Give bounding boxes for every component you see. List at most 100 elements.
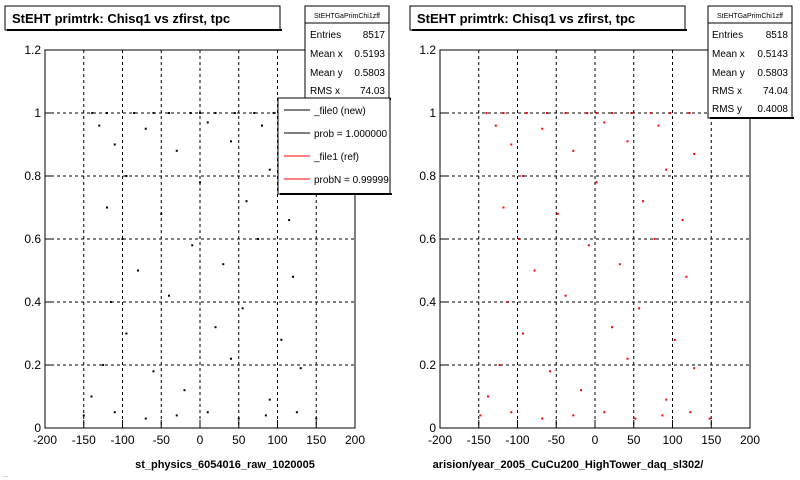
left-point-2 — [133, 112, 136, 114]
right-point-4 — [564, 112, 567, 114]
left-point-9 — [253, 112, 256, 114]
right-point-32 — [618, 263, 621, 266]
left-point-0 — [91, 112, 94, 114]
right-point-53 — [661, 414, 664, 417]
left-stats-value-0: 8517 — [363, 30, 386, 41]
right-stats-name: StEHTGaPrimChi1zff — [717, 13, 783, 20]
right-point-0 — [485, 112, 488, 114]
right-point-19 — [626, 140, 629, 143]
right-point-16 — [657, 124, 660, 127]
left-x-tick-label-3: -50 — [153, 433, 171, 447]
legend-box — [277, 97, 391, 195]
right-point-43 — [693, 367, 696, 370]
left-stats-value-2: 0.5803 — [354, 68, 385, 79]
left-point-37 — [125, 332, 128, 335]
left-point-54 — [295, 411, 298, 414]
right-stats-value-1: 0.5143 — [757, 49, 788, 60]
left-point-27 — [288, 219, 291, 222]
right-x-tick-label-5: 50 — [627, 433, 641, 447]
right-point-18 — [572, 149, 575, 152]
right-point-26 — [642, 200, 645, 203]
legend-label-3: probN = 0.99999 — [314, 175, 389, 186]
right-panel: StEHT primtrk: Chisq1 vs zfirst, tpc -20… — [409, 5, 794, 471]
left-point-29 — [191, 244, 194, 247]
left-point-50 — [175, 414, 178, 417]
right-y-tick-label-5: 1 — [429, 106, 436, 120]
left-stats-label-2: Mean y — [310, 68, 343, 79]
legend-label-0: _file0 (new) — [313, 106, 366, 117]
right-x-tick-label-0: -200 — [428, 433, 452, 447]
left-point-53 — [264, 414, 267, 417]
right-stats-value-2: 0.5803 — [757, 68, 788, 79]
right-point-7 — [611, 112, 614, 114]
footer-text: ... — [3, 473, 8, 479]
left-point-23 — [268, 168, 271, 171]
left-stats-label-0: Entries — [310, 30, 341, 41]
right-y-tick-label-3: 0.6 — [419, 232, 436, 246]
left-x-tick-label-1: -150 — [72, 433, 96, 447]
left-y-tick-label-0: 0 — [34, 421, 41, 435]
left-panel: StEHT primtrk: Chisq1 vs zfirst, tpc -20… — [3, 5, 392, 479]
right-x-tick-label-8: 200 — [740, 433, 760, 447]
right-axes: -200 -150 -100 -50 0 50 100 150 200 0 0.2 0.4 0.6 0.8… — [419, 43, 760, 447]
right-x-tick-label-1: -150 — [467, 433, 491, 447]
left-title: StEHT primtrk: Chisq1 vs zfirst, tpc — [12, 11, 230, 26]
right-point-51 — [603, 411, 606, 414]
left-point-6 — [199, 112, 201, 114]
right-point-47 — [479, 414, 482, 417]
right-point-5 — [586, 112, 589, 114]
right-stats-value-4: 0.4008 — [757, 104, 788, 115]
left-point-38 — [214, 326, 217, 329]
left-point-42 — [230, 357, 232, 360]
left-point-47 — [82, 414, 85, 417]
left-y-tick-label-5: 1 — [34, 106, 41, 120]
left-scatter-points — [82, 112, 318, 420]
left-x-tick-label-7: 150 — [306, 433, 326, 447]
right-y-tick-label-2: 0.4 — [419, 295, 436, 309]
left-point-8 — [233, 112, 236, 114]
legend-entries: _file0 (new) prob = 1.000000 _file1 (ref… — [284, 106, 389, 186]
right-y-tick-label-6: 1.2 — [419, 43, 436, 57]
left-point-49 — [144, 417, 147, 420]
left-point-26 — [245, 200, 248, 203]
right-point-23 — [665, 168, 668, 171]
left-point-22 — [199, 181, 201, 184]
right-point-14 — [541, 127, 544, 130]
left-point-40 — [102, 364, 105, 366]
right-point-46 — [665, 398, 668, 401]
right-x-tick-label-7: 150 — [701, 433, 721, 447]
right-x-tick-label-2: -100 — [505, 433, 529, 447]
right-point-50 — [572, 414, 575, 417]
right-point-1 — [502, 112, 505, 114]
left-point-41 — [152, 370, 155, 373]
right-point-17 — [510, 143, 513, 146]
left-point-30 — [257, 238, 260, 240]
right-point-41 — [549, 370, 552, 373]
right-stats-box — [707, 5, 793, 119]
right-point-49 — [541, 417, 544, 420]
right-title: StEHT primtrk: Chisq1 vs zfirst, tpc — [417, 11, 635, 26]
right-point-9 — [649, 112, 652, 114]
left-point-24 — [106, 206, 108, 209]
left-point-19 — [230, 140, 232, 143]
left-point-16 — [261, 124, 263, 127]
right-point-35 — [564, 294, 567, 297]
left-point-32 — [222, 263, 225, 266]
left-x-tick-label-5: 50 — [232, 433, 246, 447]
left-stats-value-3: 74.03 — [360, 86, 385, 97]
right-point-48 — [510, 411, 513, 414]
right-stats-value-0: 8518 — [766, 30, 789, 41]
left-y-tick-label-2: 0.4 — [24, 295, 41, 309]
left-point-46 — [268, 398, 271, 401]
left-y-tick-label-6: 1.2 — [24, 43, 41, 57]
right-x-caption: arision/year_2005_CuCu200_HighTower_daq_… — [433, 459, 704, 471]
right-point-45 — [580, 389, 583, 392]
left-point-36 — [241, 307, 244, 310]
right-point-42 — [626, 357, 629, 360]
right-point-21 — [521, 175, 524, 177]
left-title-shadow — [7, 29, 282, 31]
right-y-tick-label-1: 0.2 — [419, 358, 436, 372]
right-point-3 — [545, 112, 548, 114]
left-point-33 — [292, 275, 294, 278]
